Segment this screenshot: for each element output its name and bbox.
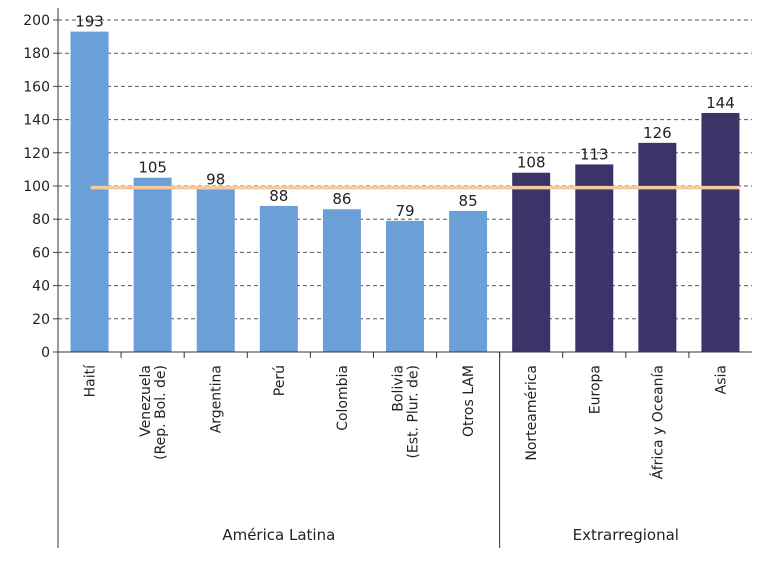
group-labels: América Latina Extrarregional (222, 526, 679, 544)
data-label: 98 (206, 170, 225, 188)
bars (70, 31, 740, 353)
bar-colombia (322, 209, 361, 352)
bar-haiti (70, 31, 109, 353)
category-label-bolivia-est-plur-de: Bolivia(Est. Plur. de) (391, 365, 422, 459)
y-tick-labels: 0 20 40 60 80 100 120 140 160 180 200 (23, 13, 50, 361)
data-label: 85 (459, 192, 478, 210)
category-labels: Haití Venezuela(Rep. Bol. de) Argentina Per… (83, 364, 730, 479)
y-tick-label: 100 (23, 179, 50, 195)
data-label: 126 (643, 124, 672, 142)
category-label-haiti: Haití (83, 364, 99, 397)
y-tick-label: 120 (23, 146, 50, 162)
y-tick-label: 0 (41, 345, 50, 361)
group-label-america-latina: América Latina (222, 526, 335, 544)
bar-peru (259, 205, 298, 352)
category-label-otros-lam: Otros LAM (461, 365, 477, 437)
data-label: 86 (332, 190, 351, 208)
bar-argentina (196, 189, 235, 352)
category-label-norteamerica: Norteamérica (524, 365, 540, 461)
category-label-peru: Perú (272, 365, 288, 396)
y-tick-label: 40 (32, 279, 50, 295)
category-label-venezuela-rep-bol-de: Venezuela(Rep. Bol. de) (138, 365, 169, 460)
bar-norteamerica (512, 172, 551, 352)
gridlines (53, 19, 752, 353)
bar-otros-lam (449, 210, 488, 352)
category-label-colombia: Colombia (335, 365, 351, 431)
y-tick-label: 140 (23, 113, 50, 129)
y-tick-label: 200 (23, 13, 50, 29)
bar-venezuela-rep-bol-de (133, 177, 172, 352)
data-labels: 193 105 98 88 86 79 85 108 113 126 144 (75, 13, 735, 220)
y-tick-label: 60 (32, 245, 50, 261)
category-label-asia: Asia (713, 365, 729, 394)
y-tick-label: 80 (32, 212, 50, 228)
bar-bolivia-est-plur-de (386, 220, 424, 352)
category-label-europa: Europa (587, 365, 603, 414)
data-label: 113 (580, 145, 609, 163)
y-tick-label: 180 (23, 46, 50, 62)
bar-asia (701, 112, 740, 353)
y-tick-label: 20 (32, 312, 50, 328)
data-label: 88 (269, 187, 288, 205)
axes (57, 8, 752, 548)
data-label: 105 (138, 159, 167, 177)
category-label-africa-y-oceania: África y Oceanía (649, 365, 666, 479)
group-label-extrarregional: Extrarregional (573, 526, 679, 544)
bar-europa (575, 164, 614, 352)
category-label-argentina: Argentina (209, 365, 225, 433)
data-label: 144 (706, 94, 735, 112)
data-label: 193 (75, 13, 104, 31)
bar-africa-y-oceania (638, 142, 677, 352)
data-label: 108 (517, 154, 546, 172)
y-tick-label: 160 (23, 79, 50, 95)
data-label: 79 (395, 202, 414, 220)
